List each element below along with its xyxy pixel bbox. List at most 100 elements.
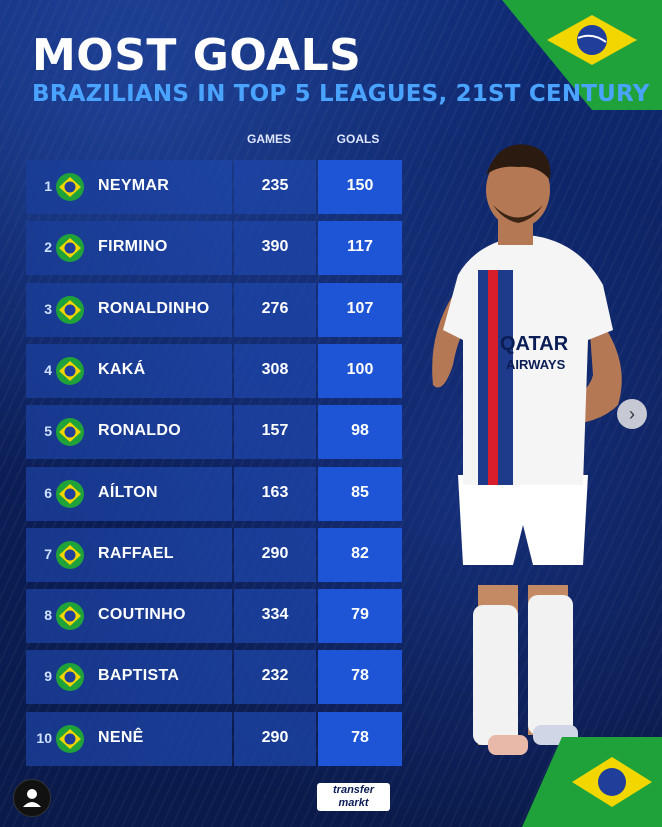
- player-cell: 9 BAPTISTA: [26, 650, 232, 705]
- table-row: 3 RONALDINHO 276 107: [26, 282, 402, 337]
- next-slide-button[interactable]: ›: [617, 399, 647, 429]
- player-cell: 1 NEYMAR: [26, 160, 232, 214]
- games-value: 290: [261, 728, 289, 746]
- player-cell: 3 RONALDINHO: [26, 282, 232, 337]
- player-cell: 5 RONALDO: [26, 405, 232, 460]
- table-row: 9 BAPTISTA 232 78: [26, 650, 402, 705]
- goals-value: 107: [346, 299, 374, 317]
- brazil-flag-icon: [56, 724, 84, 753]
- brazil-flag-icon: [56, 234, 84, 263]
- goals-value: 117: [347, 238, 373, 256]
- rank-label: 1: [44, 178, 52, 194]
- player-name: AÍLTON: [98, 483, 158, 501]
- goals-value: 79: [351, 606, 369, 624]
- brazil-flag-icon: [56, 602, 84, 631]
- goals-cell: 107: [318, 282, 402, 337]
- player-cell: 7 RAFFAEL: [26, 527, 232, 582]
- goals-cell: 78: [318, 711, 402, 766]
- player-name: BAPTISTA: [98, 667, 180, 685]
- goals-value: 150: [346, 177, 374, 194]
- goals-value: 98: [351, 422, 369, 440]
- table-row: 8 COUTINHO 334 79: [26, 589, 402, 644]
- transfermarkt-logo: transfer markt: [317, 783, 390, 811]
- player-name: RONALDINHO: [98, 299, 210, 317]
- games-cell: 290: [234, 527, 316, 582]
- brazil-flag-corner-bottom: [522, 737, 662, 827]
- games-value: 157: [261, 422, 289, 440]
- page-subtitle: BRAZILIANS IN TOP 5 LEAGUES, 21ST CENTUR…: [32, 81, 650, 107]
- player-name: RONALDO: [98, 422, 181, 440]
- logo-line1: transfer: [333, 784, 374, 796]
- brazil-flag-icon: [56, 540, 84, 569]
- table-row: 10 NENÊ 290 78: [26, 711, 402, 766]
- games-value: 290: [261, 544, 289, 562]
- page-title: MOST GOALS: [32, 30, 362, 81]
- brazil-flag-corner-top: [502, 0, 662, 110]
- table-row: 2 FIRMINO 390 117: [26, 221, 402, 276]
- logo-line2: markt: [338, 797, 369, 809]
- player-name: NENÊ: [98, 728, 144, 746]
- rank-label: 7: [44, 545, 52, 562]
- games-value: 163: [261, 483, 289, 501]
- games-column-header: GAMES: [246, 132, 291, 146]
- goals-value: 100: [346, 360, 374, 378]
- games-value: 276: [261, 299, 289, 317]
- rank-label: 2: [44, 239, 52, 256]
- rank-label: 6: [44, 484, 52, 501]
- table-row: 5 RONALDO 157 98: [26, 405, 402, 460]
- games-value: 232: [261, 667, 289, 685]
- rank-label: 8: [44, 607, 52, 624]
- player-cell: 2 FIRMINO: [26, 221, 232, 276]
- games-cell: 390: [234, 221, 316, 276]
- goals-cell: 98: [318, 405, 402, 460]
- rank-label: 5: [44, 423, 52, 440]
- games-value: 308: [261, 360, 289, 378]
- games-cell: 232: [234, 650, 316, 705]
- jersey-sponsor-line2: AIRWAYS: [506, 357, 566, 372]
- brazil-flag-icon: [56, 479, 84, 508]
- goals-value: 78: [351, 667, 369, 685]
- goals-value: 85: [351, 483, 369, 501]
- goals-value: 78: [351, 728, 369, 746]
- games-value: 235: [261, 177, 289, 194]
- games-cell: 276: [234, 282, 316, 337]
- goals-cell: 82: [318, 527, 402, 582]
- player-name: COUTINHO: [98, 606, 186, 624]
- brazil-flag-icon: [56, 295, 84, 324]
- brazil-flag-icon: [56, 663, 84, 692]
- games-value: 390: [261, 238, 289, 256]
- brazil-flag-icon: [56, 418, 84, 447]
- rank-label: 3: [44, 300, 52, 317]
- goals-cell: 117: [318, 221, 402, 276]
- games-cell: 290: [234, 711, 316, 766]
- brazil-flag-icon: [56, 356, 84, 385]
- goals-cell: 100: [318, 343, 402, 398]
- games-cell: 163: [234, 466, 316, 521]
- games-cell: 334: [234, 589, 316, 644]
- goals-cell: 85: [318, 466, 402, 521]
- player-name: KAKÁ: [98, 360, 146, 378]
- table-row: 7 RAFFAEL 290 82: [26, 527, 402, 582]
- brazil-flag-icon: [56, 173, 84, 201]
- games-cell: 157: [234, 405, 316, 460]
- table-row: 6 AÍLTON 163 85: [26, 466, 402, 521]
- rank-label: 10: [36, 729, 52, 746]
- games-cell: 308: [234, 343, 316, 398]
- player-cell: 6 AÍLTON: [26, 466, 232, 521]
- rank-label: 4: [44, 361, 52, 378]
- games-cell: 235: [234, 160, 316, 214]
- player-name: NEYMAR: [98, 177, 170, 194]
- profile-button[interactable]: [13, 779, 51, 817]
- player-cell: 10 NENÊ: [26, 711, 232, 766]
- goals-cell: 79: [318, 589, 402, 644]
- goals-column-header: GOALS: [336, 132, 380, 146]
- table-row: 4 KAKÁ 308 100: [26, 343, 402, 398]
- jersey-sponsor-line1: QATAR: [500, 333, 569, 355]
- goals-cell: 78: [318, 650, 402, 705]
- goals-value: 82: [351, 544, 369, 562]
- player-cell: 8 COUTINHO: [26, 589, 232, 644]
- user-icon: [23, 789, 41, 807]
- chevron-right-icon: ›: [629, 404, 635, 424]
- table-row: 1 NEYMAR 235 150: [26, 160, 402, 214]
- rank-label: 9: [44, 668, 52, 685]
